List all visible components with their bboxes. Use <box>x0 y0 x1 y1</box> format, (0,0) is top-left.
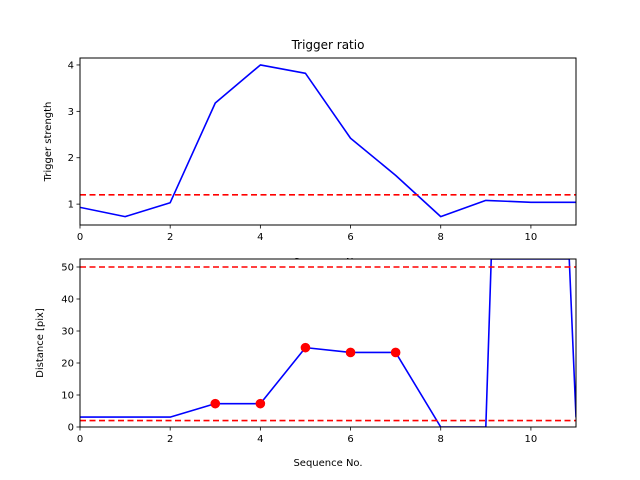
bottom-chart: 0 2 4 6 8 10 0 10 20 30 40 50 Sequence No. Distanc… <box>35 258 577 469</box>
top-x-tick-label: 8 <box>438 232 444 243</box>
top-y-axis-label: Trigger strength <box>43 102 54 183</box>
top-x-tick-label: 6 <box>347 232 353 243</box>
top-axes-frame <box>79 57 577 226</box>
bottom-x-ticks: 0 2 4 6 8 10 <box>77 427 537 445</box>
top-clipped-group <box>80 64 576 218</box>
bottom-y-axis-label: Distance [pix] <box>35 308 46 378</box>
bottom-data-point-marker <box>255 398 266 409</box>
bottom-clipped-group <box>80 259 576 427</box>
top-y-tick-label: 3 <box>68 107 74 118</box>
bottom-x-tick-label: 4 <box>257 434 263 445</box>
bottom-x-tick-label: 8 <box>438 434 444 445</box>
bottom-data-point-marker <box>210 398 221 409</box>
top-y-ticks: 1 2 3 4 <box>68 60 80 211</box>
bottom-axes-background <box>80 259 576 427</box>
bottom-y-tick-label: 50 <box>61 263 74 274</box>
top-x-ticks: 0 2 4 6 8 10 <box>77 225 537 243</box>
top-x-tick-label: 2 <box>167 232 173 243</box>
bottom-x-tick-label: 0 <box>77 434 83 445</box>
bottom-x-axis-label: Sequence No. <box>293 458 362 469</box>
bottom-y-ticks: 0 10 20 30 40 50 <box>61 263 80 434</box>
top-x-tick-label: 4 <box>257 232 263 243</box>
top-y-tick-label: 1 <box>68 200 74 211</box>
bottom-y-tick-label: 0 <box>68 423 74 434</box>
bottom-y-tick-label: 10 <box>61 391 74 402</box>
bottom-x-tick-label: 2 <box>167 434 173 445</box>
top-series-line-0 <box>80 64 576 218</box>
bottom-x-tick-label: 10 <box>525 434 538 445</box>
top-y-tick-label: 4 <box>68 60 74 71</box>
bottom-y-tick-label: 40 <box>61 295 74 306</box>
top-y-tick-label: 2 <box>68 153 74 164</box>
bottom-y-tick-label: 30 <box>61 327 74 338</box>
top-x-tick-label: 0 <box>77 232 83 243</box>
bottom-data-point-marker <box>345 347 356 358</box>
bottom-y-tick-label: 20 <box>61 359 74 370</box>
bottom-x-tick-label: 6 <box>347 434 353 445</box>
top-chart-title: Trigger ratio <box>291 38 365 52</box>
bottom-data-point-marker <box>390 347 401 358</box>
top-x-tick-label: 10 <box>525 232 538 243</box>
bottom-axes-frame <box>79 258 577 428</box>
bottom-plot-area <box>80 259 576 427</box>
top-plot-area <box>80 64 576 218</box>
bottom-data-point-marker <box>300 342 311 353</box>
